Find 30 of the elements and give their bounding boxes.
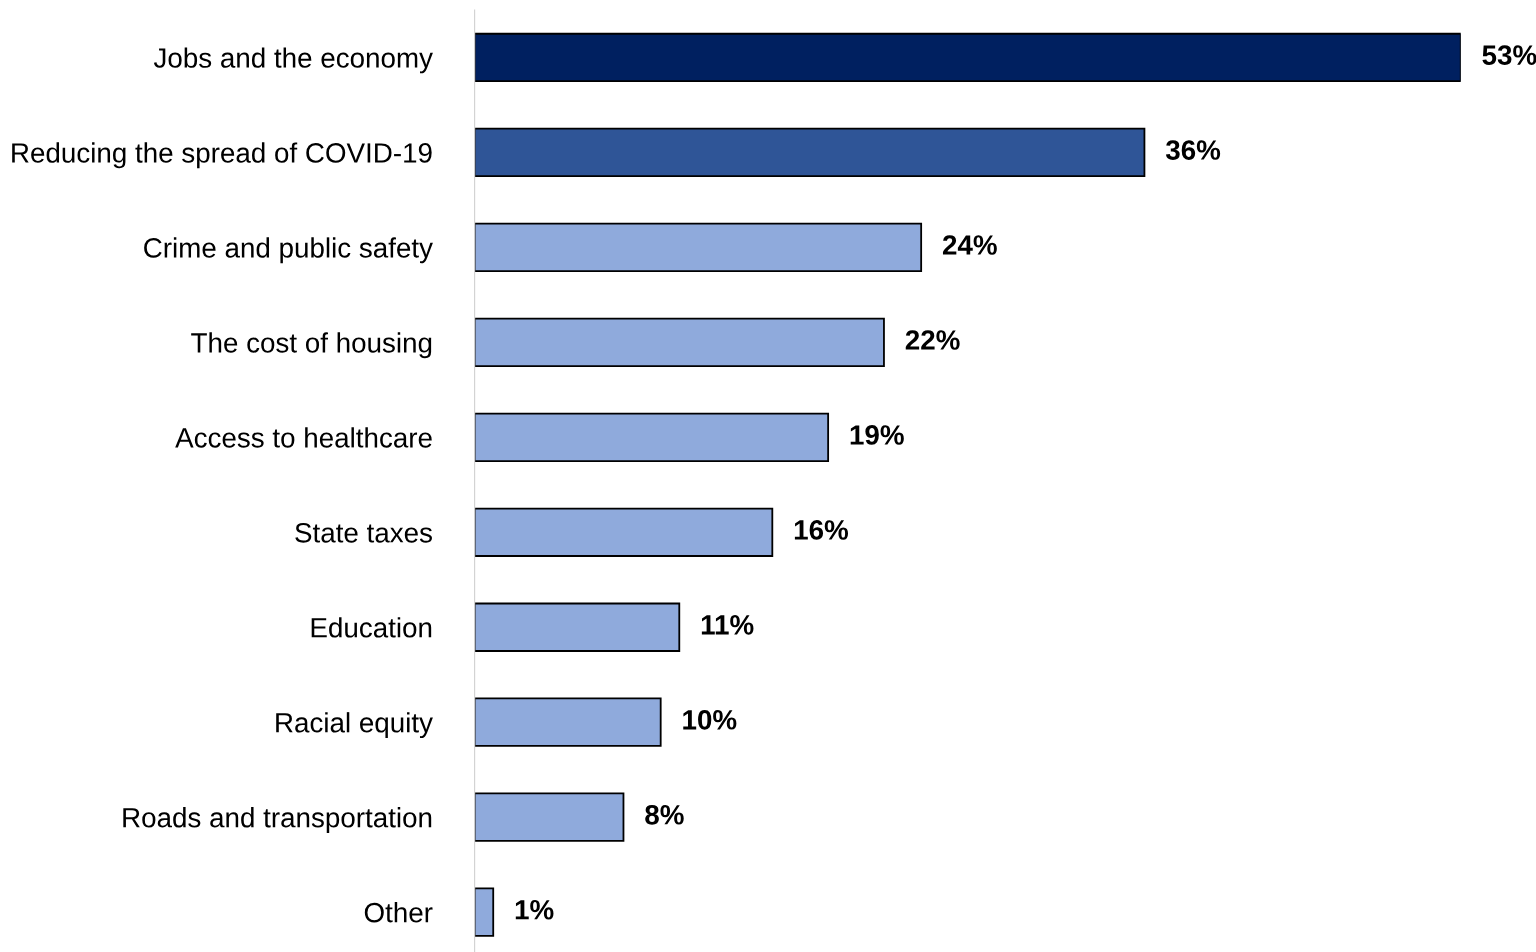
y-tick-label: Other xyxy=(364,902,433,923)
data-label: 11% xyxy=(701,615,754,635)
bar xyxy=(474,602,681,652)
y-tick-label: Roads and transportation xyxy=(123,807,432,833)
bar xyxy=(474,127,1146,178)
data-label: 16% xyxy=(794,520,849,540)
y-tick-label: Crime and public safety xyxy=(144,237,433,264)
bar xyxy=(474,697,662,747)
y-tick-label: Education xyxy=(311,617,432,638)
data-label: 24% xyxy=(942,235,997,255)
data-label: 19% xyxy=(850,425,904,445)
data-label: 36% xyxy=(1165,140,1221,160)
data-label: 10% xyxy=(683,710,737,730)
data-label: 53% xyxy=(1482,45,1536,65)
y-tick-label: Reducing the spread of COVID-19 xyxy=(12,142,432,169)
data-label: 1% xyxy=(515,899,554,920)
y-tick-label: Access to healthcare xyxy=(175,427,432,448)
bar xyxy=(474,792,625,842)
bar xyxy=(474,507,774,557)
data-label: 8% xyxy=(645,804,684,825)
y-tick-label: Racial equity xyxy=(276,712,433,739)
y-tick-label: The cost of housing xyxy=(191,332,432,359)
bar xyxy=(474,317,885,368)
bar xyxy=(474,222,923,273)
y-tick-label: Jobs and the economy xyxy=(153,47,433,74)
bar xyxy=(474,887,495,937)
bar xyxy=(474,32,1461,83)
bar xyxy=(474,412,830,462)
data-label: 22% xyxy=(905,330,960,350)
y-tick-label: State taxes xyxy=(295,522,432,543)
